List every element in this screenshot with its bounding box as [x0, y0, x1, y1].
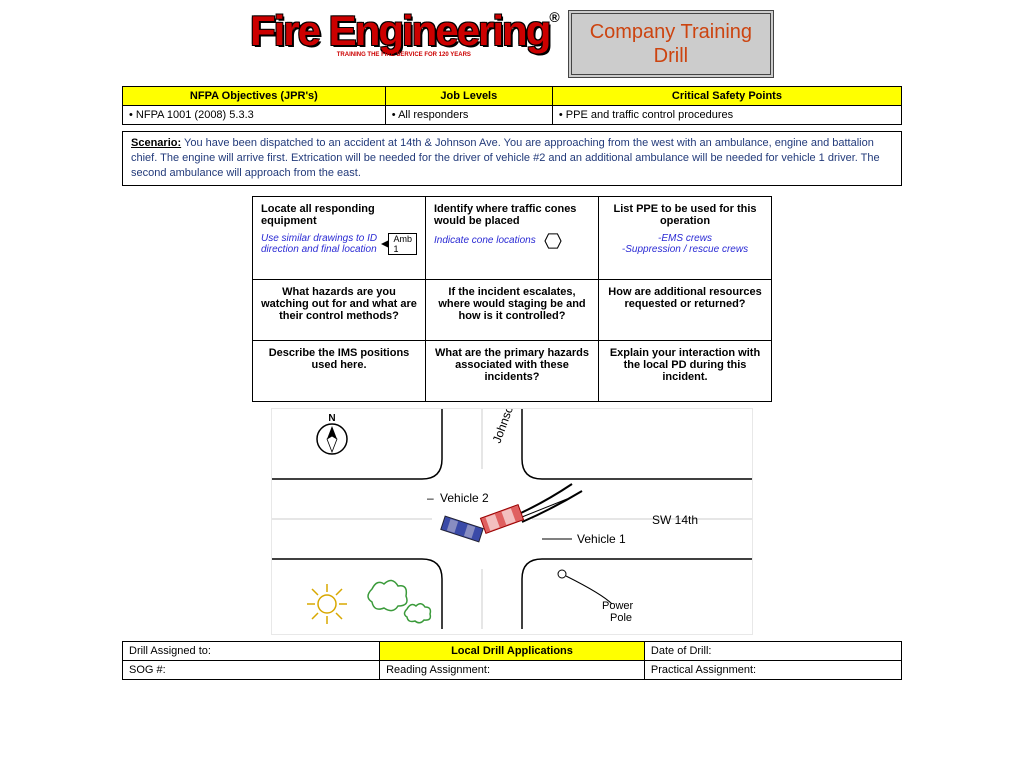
r1c3-title: List PPE to be used for this operation — [607, 203, 763, 227]
grid-r1c3: List PPE to be used for this operation -… — [599, 196, 772, 279]
grid-r2c2: If the incident escalates, where would s… — [426, 279, 599, 340]
scenario-box: Scenario: You have been dispatched to an… — [122, 131, 902, 186]
sog-number: SOG #: — [123, 660, 380, 679]
vehicle2-label: Vehicle 2 — [440, 491, 489, 505]
r1c1-sub: Use similar drawings to ID direction and… — [261, 233, 378, 255]
r1c2-title: Identify where traffic cones would be pl… — [434, 203, 590, 227]
r1c1-title: Locate all responding equipment — [261, 203, 417, 227]
vehicle1-label: Vehicle 1 — [577, 532, 626, 546]
cell-joblevels: All responders — [385, 106, 552, 125]
logo-text: Fire Engineering — [250, 7, 549, 54]
grid-r1c1: Locate all responding equipment Use simi… — [253, 196, 426, 279]
scenario-text: You have been dispatched to an accident … — [131, 137, 880, 179]
intersection-diagram: N Johnson Ave SW 14th Power Pole — [271, 408, 753, 635]
r1c3-sub2: -Suppression / rescue crews — [607, 244, 763, 255]
cell-nfpa: NFPA 1001 (2008) 5.3.3 — [123, 106, 386, 125]
reading-assignment: Reading Assignment: — [380, 660, 645, 679]
fire-engineering-logo: Fire Engineering® TRAINING THE FIRE SERV… — [250, 10, 558, 58]
scenario-label: Scenario: — [131, 137, 181, 149]
svg-text:–: – — [427, 491, 434, 505]
hexagon-icon — [544, 233, 562, 249]
grid-r3c1: Describe the IMS positions used here. — [253, 340, 426, 401]
title-line-1: Company Training — [590, 20, 752, 44]
title-line-2: Drill — [590, 44, 752, 68]
grid-r3c3: Explain your interaction with the local … — [599, 340, 772, 401]
grid-r1c2: Identify where traffic cones would be pl… — [426, 196, 599, 279]
date-of-drill: Date of Drill: — [644, 641, 901, 660]
bottom-table: Drill Assigned to: Local Drill Applicati… — [122, 641, 902, 680]
grid-r2c1: What hazards are you watching out for an… — [253, 279, 426, 340]
r1c3-sub1: -EMS crews — [607, 233, 763, 244]
col-safety: Critical Safety Points — [552, 87, 901, 106]
compass-n: N — [328, 413, 335, 424]
col-nfpa: NFPA Objectives (JPR's) — [123, 87, 386, 106]
grid-r3c2: What are the primary hazards associated … — [426, 340, 599, 401]
svg-text:Pole: Pole — [610, 612, 632, 624]
registered-mark: ® — [549, 9, 557, 25]
drill-assigned: Drill Assigned to: — [123, 641, 380, 660]
local-drill-header: Local Drill Applications — [380, 641, 645, 660]
johnson-ave-label: Johnson Ave — [490, 409, 527, 445]
grid-r2c3: How are additional resources requested o… — [599, 279, 772, 340]
practical-assignment: Practical Assignment: — [644, 660, 901, 679]
header: Fire Engineering® TRAINING THE FIRE SERV… — [122, 10, 902, 78]
svg-text:Power: Power — [602, 600, 634, 612]
sw-14th-label: SW 14th — [652, 513, 698, 527]
training-drill-document: Fire Engineering® TRAINING THE FIRE SERV… — [122, 0, 902, 690]
cell-safety: PPE and traffic control procedures — [552, 106, 901, 125]
amb1-icon: Amb 1 — [388, 233, 417, 255]
question-grid: Locate all responding equipment Use simi… — [252, 196, 772, 402]
objectives-table: NFPA Objectives (JPR's) Job Levels Criti… — [122, 86, 902, 125]
r1c2-sub: Indicate cone locations — [434, 235, 536, 246]
title-box: Company Training Drill — [568, 10, 774, 78]
col-joblevels: Job Levels — [385, 87, 552, 106]
